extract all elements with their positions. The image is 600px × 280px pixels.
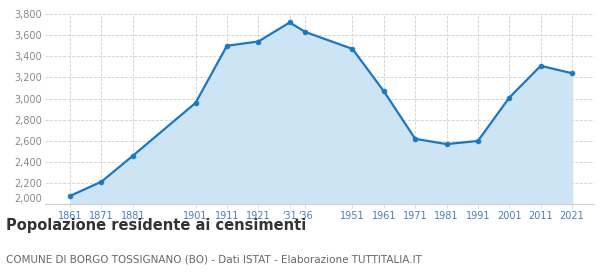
- Text: COMUNE DI BORGO TOSSIGNANO (BO) - Dati ISTAT - Elaborazione TUTTITALIA.IT: COMUNE DI BORGO TOSSIGNANO (BO) - Dati I…: [6, 255, 422, 265]
- Text: 2,000: 2,000: [14, 194, 42, 204]
- Text: Popolazione residente ai censimenti: Popolazione residente ai censimenti: [6, 218, 306, 234]
